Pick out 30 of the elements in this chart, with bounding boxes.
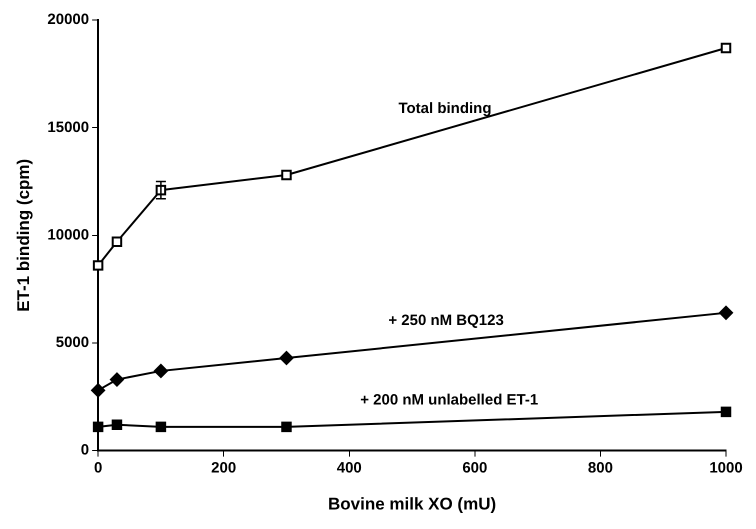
y-tick-label: 5000	[56, 334, 90, 352]
y-tick-label: 15000	[47, 118, 90, 136]
series-label: Total binding	[398, 100, 492, 118]
point	[91, 383, 106, 398]
y-axis-title: ET-1 binding (cpm)	[14, 158, 33, 312]
x-tick-label: 200	[211, 460, 236, 477]
y-tick-label: 10000	[47, 226, 90, 244]
point	[110, 372, 124, 387]
point	[112, 420, 122, 430]
point	[112, 236, 122, 247]
x-axis-title: Bovine milk XO (mU)	[328, 494, 496, 514]
point	[720, 42, 732, 54]
x-tick-label: 0	[94, 460, 102, 477]
point	[154, 364, 168, 378]
x-tick-label: 400	[336, 460, 362, 477]
point	[279, 351, 294, 366]
point	[281, 422, 292, 432]
point	[156, 422, 166, 432]
x-tick-label: 800	[588, 460, 613, 477]
point	[719, 306, 733, 320]
x-tick-label: 600	[462, 460, 488, 477]
point	[281, 170, 292, 180]
point	[92, 260, 104, 271]
point	[720, 406, 732, 418]
y-tick-label: 0	[80, 442, 90, 459]
series-label: + 200 nM unlabelled ET-1	[360, 391, 538, 408]
point	[92, 422, 104, 432]
x-tick-label: 1000	[709, 460, 743, 477]
y-tick-label: 20000	[47, 11, 90, 28]
series-label: + 250 nM BQ123	[388, 312, 504, 329]
